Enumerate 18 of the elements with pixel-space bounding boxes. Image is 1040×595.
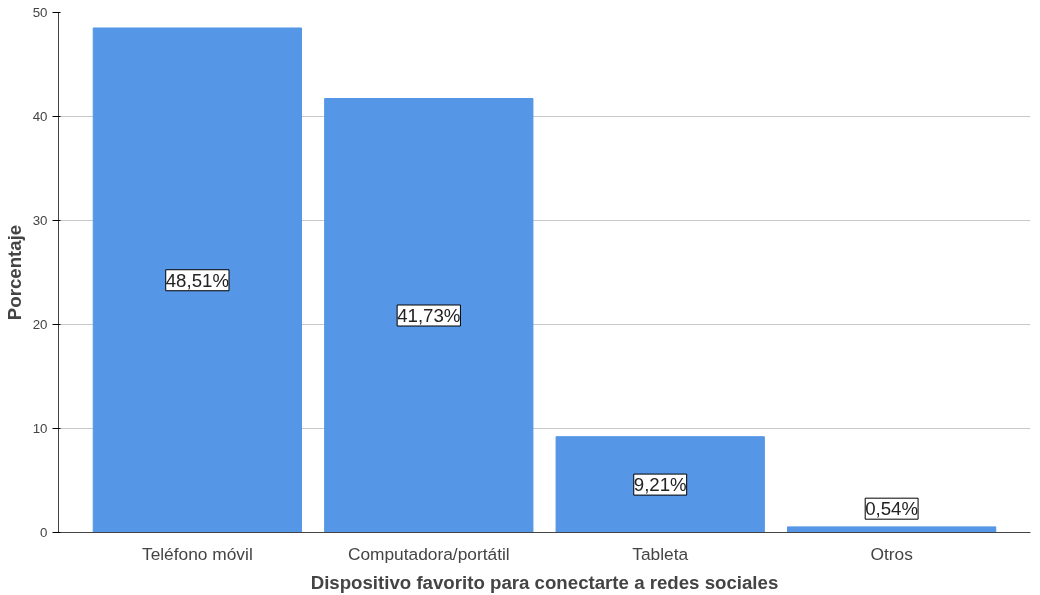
- bar: [324, 98, 534, 533]
- y-tick-label: 50: [32, 5, 48, 20]
- bar: [92, 27, 302, 533]
- x-tick-label: Tableta: [632, 543, 689, 564]
- y-tick-label: 10: [32, 421, 48, 436]
- bar: [555, 436, 765, 533]
- y-tick-label: 0: [40, 525, 48, 540]
- y-tick-label: 30: [32, 213, 48, 228]
- x-tick-label: Computadora/portátil: [347, 543, 510, 564]
- data-label: 0,54%: [865, 498, 919, 520]
- x-tick-label: Teléfono móvil: [141, 543, 253, 564]
- bar: [787, 526, 997, 533]
- x-tick-label: Otros: [870, 543, 914, 564]
- y-tick-label: 40: [32, 109, 48, 124]
- data-label: 9,21%: [633, 474, 687, 496]
- x-axis-title: Dispositivo favorito para conectarte a redes sociales: [310, 571, 779, 593]
- y-axis-title: Porcentaje: [3, 224, 25, 321]
- y-tick-label: 20: [32, 317, 48, 332]
